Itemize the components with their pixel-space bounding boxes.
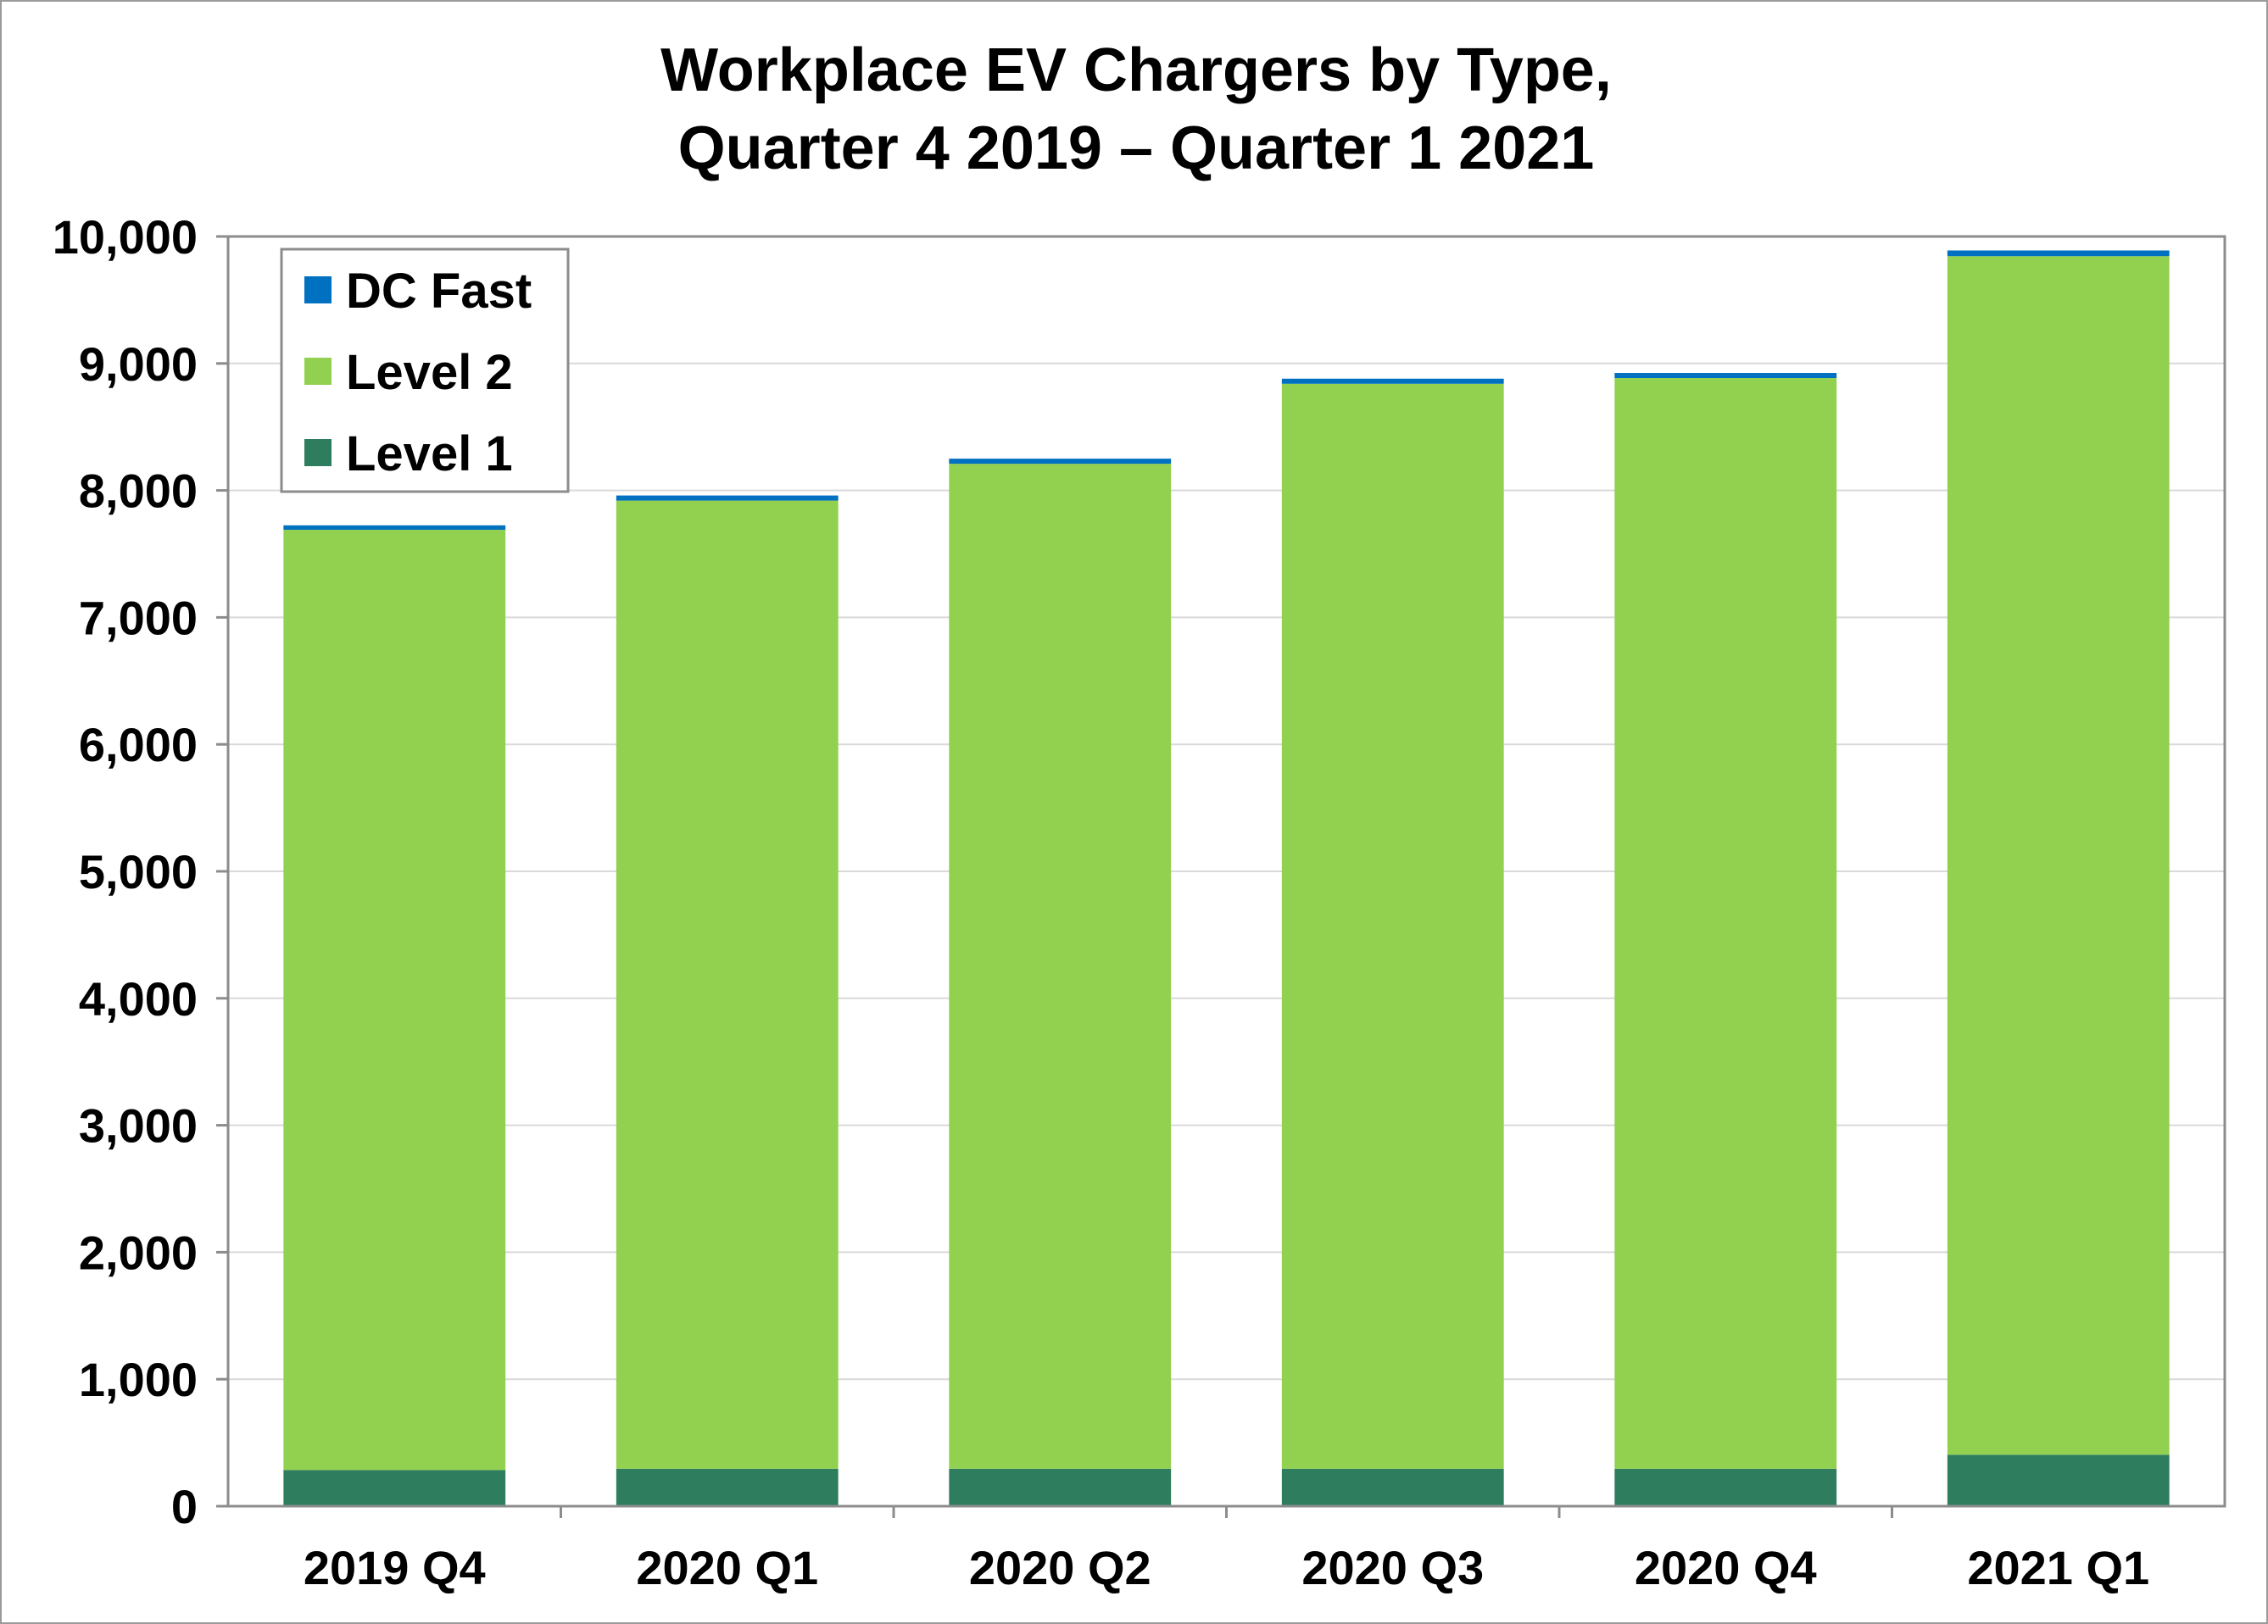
gridlines: [228, 362, 2225, 1381]
chart-title-line-1: Workplace EV Chargers by Type,: [660, 36, 1612, 104]
bar-level-2-2020-q3: [1281, 383, 1504, 1469]
y-tick-label: 2,000: [79, 1226, 198, 1279]
y-tick-label: 10,000: [53, 210, 198, 264]
legend-swatch-dc-fast: [304, 276, 332, 303]
bar-dc-fast-2020-q1: [616, 495, 839, 501]
legend-swatch-level-1: [304, 439, 332, 466]
bar-level-2-2021-q1: [1947, 256, 2170, 1455]
bar-dc-fast-2020-q2: [949, 459, 1172, 464]
legend-swatch-level-2: [304, 358, 332, 385]
x-tick-label: 2020 Q2: [969, 1541, 1151, 1594]
x-tick-label: 2020 Q4: [1635, 1541, 1817, 1594]
y-tick-label: 4,000: [79, 972, 198, 1026]
bar-dc-fast-2019-q4: [283, 525, 506, 531]
bar-level-1-2020-q4: [1614, 1468, 1837, 1506]
y-tick-label: 3,000: [79, 1099, 198, 1153]
y-tick-label: 8,000: [79, 464, 198, 518]
bar-level-1-2020-q3: [1281, 1468, 1504, 1506]
bar-level-2-2019-q4: [283, 530, 506, 1471]
chart-title-line-2: Quarter 4 2019 – Quarter 1 2021: [678, 114, 1595, 182]
x-tick-label: 2019 Q4: [304, 1541, 486, 1594]
y-tick-label: 6,000: [79, 718, 198, 771]
bars: [283, 250, 2170, 1506]
legend-label-dc-fast: DC Fast: [346, 264, 532, 319]
x-tick-label: 2021 Q1: [1967, 1541, 2149, 1594]
bar-level-1-2020-q1: [616, 1468, 839, 1506]
x-tick-label: 2020 Q1: [636, 1541, 818, 1594]
legend: DC Fast Level 2 Level 1: [280, 247, 570, 493]
legend-label-level-2: Level 2: [346, 345, 513, 400]
y-tick-label: 7,000: [79, 591, 198, 644]
bar-level-2-2020-q4: [1614, 378, 1837, 1469]
y-tick-label: 9,000: [79, 337, 198, 391]
x-tick-label: 2020 Q3: [1301, 1541, 1484, 1594]
bar-level-1-2019-q4: [283, 1470, 506, 1506]
bar-level-2-2020-q2: [949, 464, 1172, 1469]
bar-dc-fast-2020-q4: [1614, 373, 1837, 379]
y-tick-label: 0: [171, 1480, 198, 1533]
y-tick-label: 1,000: [79, 1353, 198, 1406]
x-axis-ticks: 2019 Q4 2020 Q1 2020 Q2 2020 Q3 2020 Q4 2021 …: [304, 1506, 2149, 1594]
bar-dc-fast-2021-q1: [1947, 250, 2170, 257]
bar-level-1-2020-q2: [949, 1468, 1172, 1506]
y-tick-label: 5,000: [79, 845, 198, 898]
y-axis-ticks: 0 1,000 2,000 3,000 4,000 5,000 6,000 7,000 8,00…: [53, 210, 228, 1533]
bar-dc-fast-2020-q3: [1281, 378, 1504, 384]
legend-label-level-1: Level 1: [346, 426, 513, 481]
bar-level-1-2021-q1: [1947, 1454, 2170, 1506]
bar-level-2-2020-q1: [616, 500, 839, 1469]
